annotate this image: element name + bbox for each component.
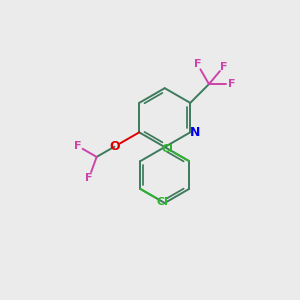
Text: N: N (190, 126, 200, 140)
Text: Cl: Cl (156, 196, 168, 206)
Text: F: F (194, 59, 201, 69)
Text: F: F (85, 173, 93, 183)
Text: O: O (109, 140, 120, 153)
Text: Cl: Cl (161, 143, 173, 154)
Text: F: F (74, 141, 81, 151)
Text: F: F (228, 79, 236, 89)
Text: F: F (220, 61, 227, 72)
